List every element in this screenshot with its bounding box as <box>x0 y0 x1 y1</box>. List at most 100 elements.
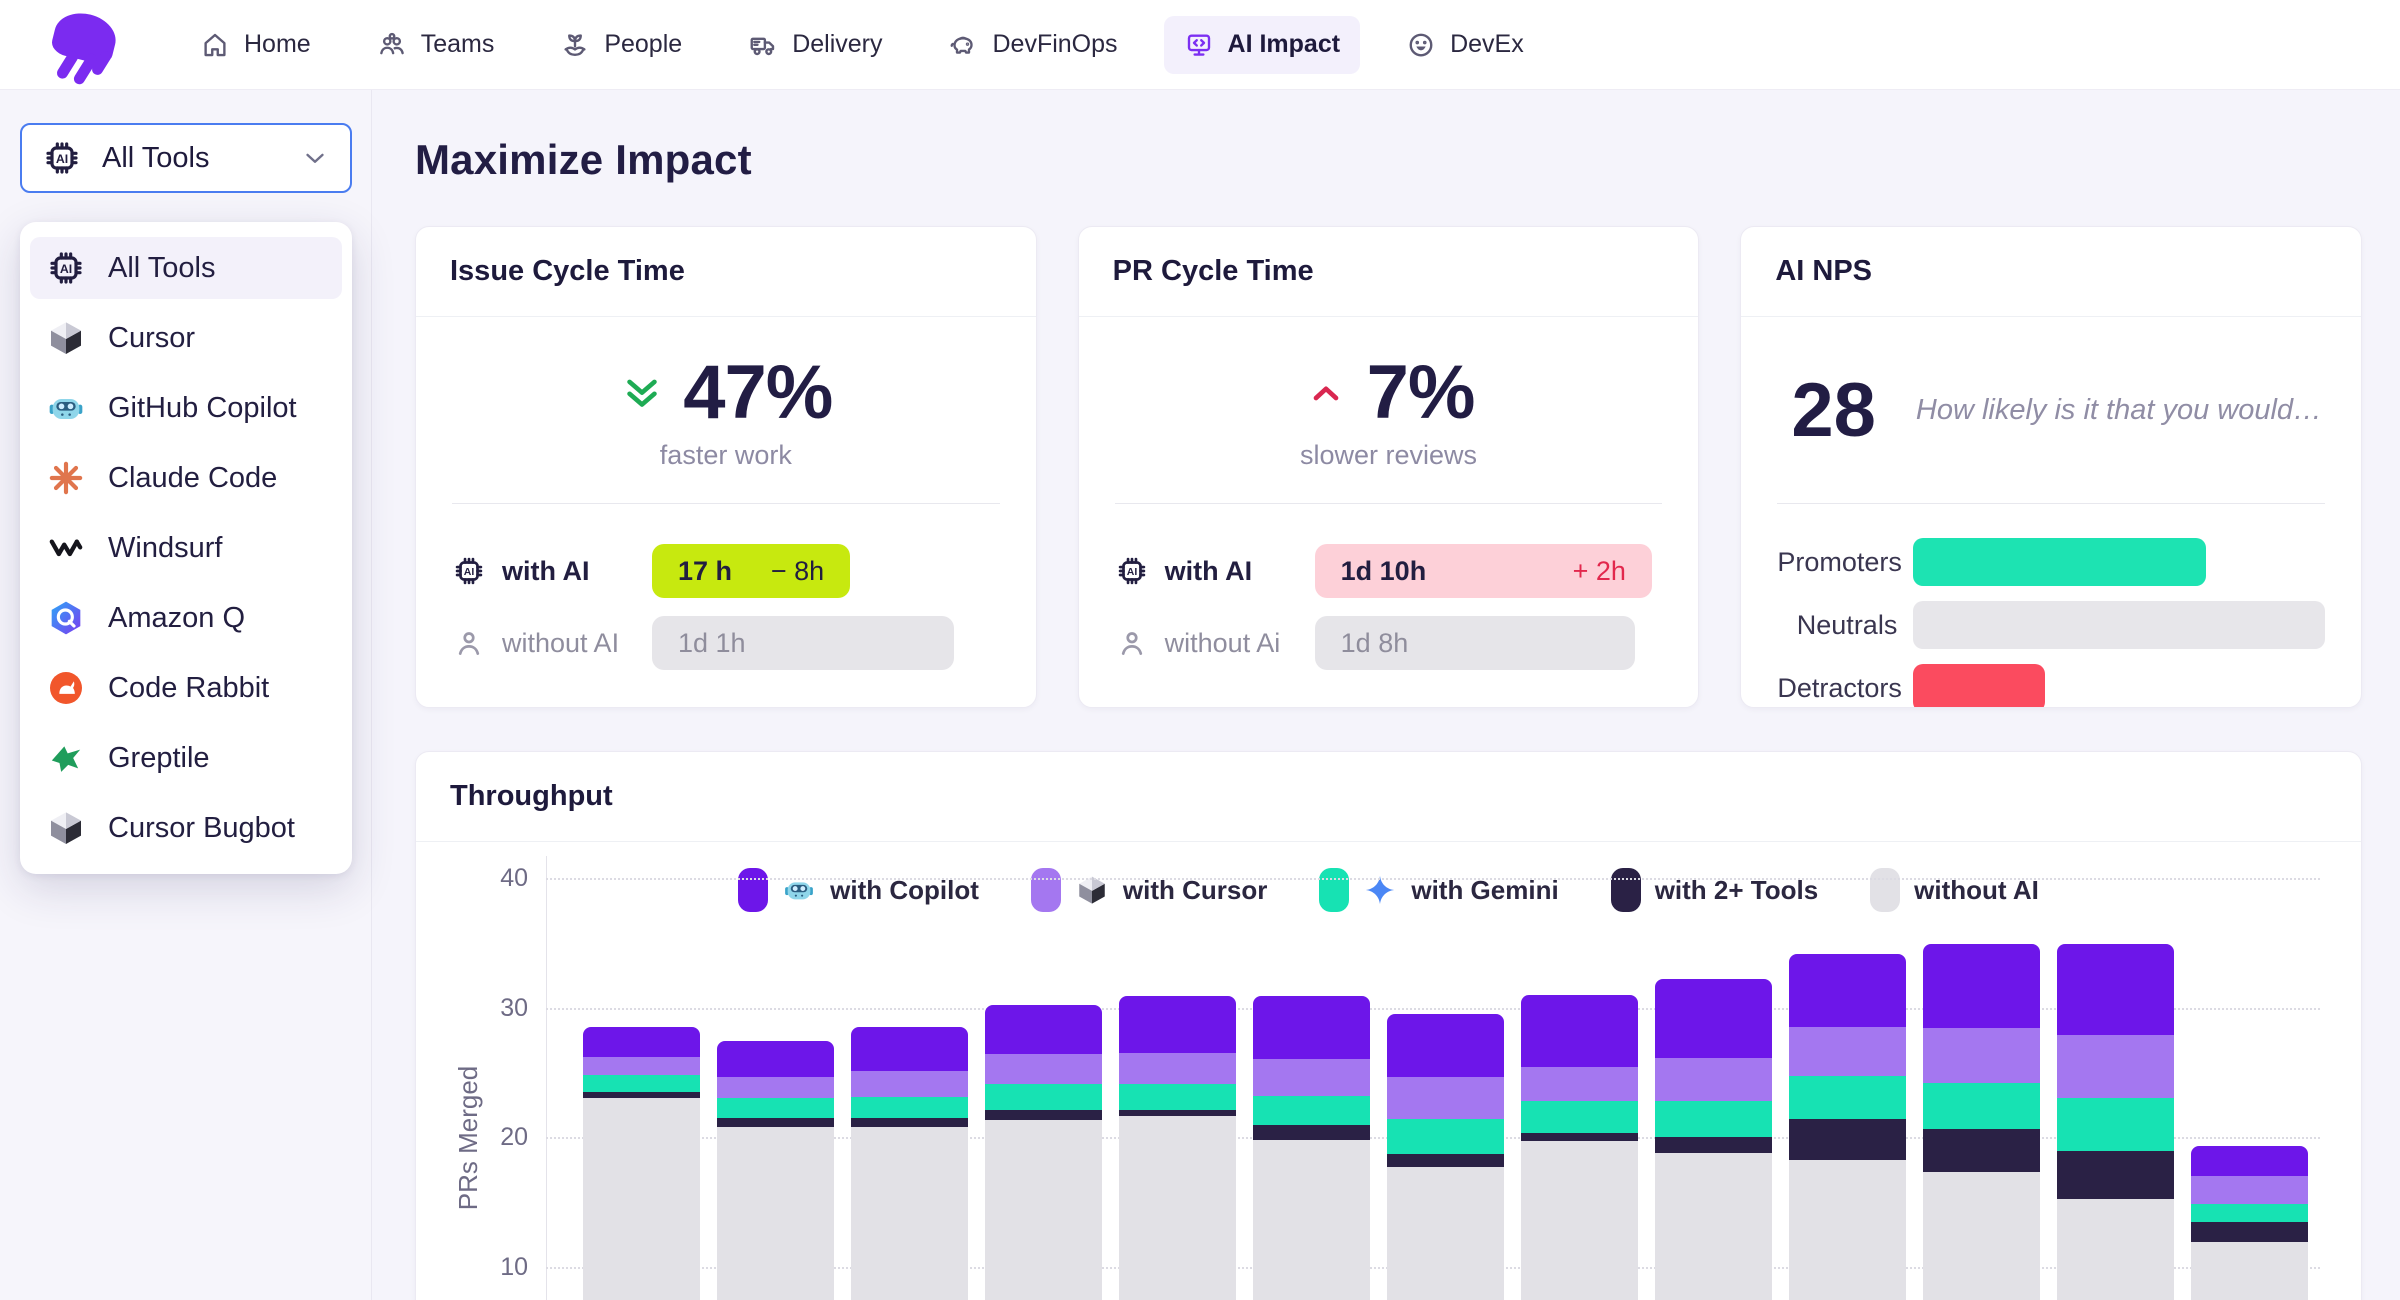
tool-option-code-rabbit[interactable]: Code Rabbit <box>30 657 342 719</box>
stacked-bar-3[interactable] <box>851 1026 968 1300</box>
tool-option-all-tools[interactable]: AI All Tools <box>30 237 342 299</box>
divider <box>1777 503 2325 504</box>
nav-item-people[interactable]: People <box>540 16 702 74</box>
tool-option-claude-code[interactable]: Claude Code <box>30 447 342 509</box>
tool-option-cursor-bugbot[interactable]: Cursor Bugbot <box>30 797 342 859</box>
tool-option-github-copilot[interactable]: GitHub Copilot <box>30 377 342 439</box>
gemini-icon <box>1363 873 1397 907</box>
stacked-bar-2[interactable] <box>717 1041 834 1300</box>
stacked-bar-10[interactable] <box>1789 954 1906 1300</box>
nav-item-devfinops[interactable]: DevFinOps <box>928 16 1137 74</box>
metric-row-without-ai: without AI 1d 1h <box>452 616 1000 670</box>
tool-option-amazon-q[interactable]: Amazon Q <box>30 587 342 649</box>
stacked-bar-5[interactable] <box>1119 995 1236 1300</box>
nav-item-devex[interactable]: DevEx <box>1386 16 1544 74</box>
metric-row-with-ai: AI with AI 1d 10h + 2h <box>1115 544 1663 598</box>
metric-label-group: without Ai <box>1115 626 1315 660</box>
bar-segment-with-cursor <box>985 1054 1102 1084</box>
copilot-icon <box>782 873 816 907</box>
nav-item-label: Teams <box>420 30 495 58</box>
metric-pill-positive: 17 h − 8h <box>652 544 851 598</box>
bar-segment-with-gemini <box>1119 1083 1236 1110</box>
gridline-40 <box>546 878 2320 880</box>
coderabbit-icon <box>46 668 86 708</box>
cursor-cube-icon <box>1075 873 1109 907</box>
bar-segment-with-gemini <box>1387 1118 1504 1154</box>
stacked-bar-13[interactable] <box>2191 1146 2308 1300</box>
ai-nps-stat-block: 28 How likely is it that you would… <box>1777 317 2325 503</box>
stacked-bar-1[interactable] <box>583 1026 700 1300</box>
metric-pill-neutral: 1d 1h <box>652 616 955 670</box>
bar-segment-with-cursor <box>1655 1057 1772 1101</box>
pr-cycle-stat-block: 7% slower reviews <box>1115 317 1663 503</box>
tool-selector[interactable]: AI All Tools <box>20 123 352 193</box>
copilot-icon <box>46 388 86 428</box>
bar-segment-with-gemini <box>851 1096 968 1118</box>
ai-impact-icon <box>1184 30 1214 60</box>
metric-value: 17 h <box>678 555 733 586</box>
bar-segment-with-2-tools <box>1387 1153 1504 1167</box>
home-icon <box>200 30 230 60</box>
bar-segment-without-ai <box>1387 1166 1504 1300</box>
bar-segment-with-cursor <box>851 1070 968 1097</box>
nps-rows: Promoters Neutrals Detractors <box>1777 504 2325 707</box>
trend-down-icon <box>619 367 665 419</box>
person-icon <box>1115 626 1149 660</box>
stacked-bar-4[interactable] <box>985 1004 1102 1300</box>
bar-segment-with-gemini <box>1253 1095 1370 1126</box>
nav-item-teams[interactable]: Teams <box>357 16 515 74</box>
nps-bar-neutrals <box>1913 601 2325 649</box>
bar-segment-with-cursor <box>1521 1067 1638 1101</box>
ai-chip-icon: AI <box>1115 554 1149 588</box>
bar-segment-with-2-tools <box>985 1109 1102 1121</box>
bar-segment-with-copilot <box>1521 994 1638 1068</box>
bar-segment-with-cursor <box>1387 1077 1504 1119</box>
stacked-bar-7[interactable] <box>1387 1013 1504 1300</box>
pr-cycle-time-title: PR Cycle Time <box>1078 227 1699 317</box>
metric-row-without-ai: without Ai 1d 8h <box>1115 616 1663 670</box>
bar-segment-without-ai <box>1119 1116 1236 1300</box>
tool-option-cursor[interactable]: Cursor <box>30 307 342 369</box>
bar-segment-without-ai <box>1789 1160 1906 1300</box>
bar-segment-with-gemini <box>2191 1204 2308 1223</box>
issue-cycle-time-card: Issue Cycle Time 47% faster work AI with … <box>415 226 1037 708</box>
bar-segment-with-copilot <box>2191 1146 2308 1176</box>
metric-delta: − 8h <box>770 555 825 586</box>
nps-row-label: Promoters <box>1777 546 1902 577</box>
issue-cycle-metric-rows: AI with AI 17 h − 8h without AI 1d 1h <box>452 504 1000 670</box>
metric-pill-neutral: 1d 8h <box>1314 616 1635 670</box>
cursor-cube-icon <box>46 808 86 848</box>
bar-segment-with-cursor <box>583 1056 700 1075</box>
metric-label: with AI <box>502 555 590 586</box>
stacked-bar-9[interactable] <box>1655 979 1772 1300</box>
jellyfish-logo[interactable] <box>36 6 136 86</box>
bar-segment-with-cursor <box>717 1077 834 1099</box>
stacked-bar-8[interactable] <box>1521 994 1638 1300</box>
divider <box>1114 503 1663 504</box>
bar-segment-with-2-tools <box>1521 1133 1638 1141</box>
tool-option-label: Cursor <box>108 321 196 354</box>
stacked-bar-12[interactable] <box>2057 944 2174 1300</box>
legend-swatch <box>1870 868 1901 912</box>
tool-option-windsurf[interactable]: Windsurf <box>30 517 342 579</box>
bar-segment-without-ai <box>851 1126 968 1300</box>
tool-option-greptile[interactable]: Greptile <box>30 727 342 789</box>
nav-item-home[interactable]: Home <box>180 16 331 74</box>
bar-segment-with-copilot <box>851 1026 968 1071</box>
bar-segment-with-cursor <box>1789 1026 1906 1077</box>
bar-segment-without-ai <box>1253 1139 1370 1300</box>
pr-cycle-caption: slower reviews <box>1299 440 1478 470</box>
stacked-bar-6[interactable] <box>1253 995 1370 1300</box>
stacked-bar-11[interactable] <box>1923 944 2040 1300</box>
gridline-30 <box>546 1007 2320 1010</box>
nav-item-label: DevFinOps <box>992 30 1118 58</box>
throughput-title: Throughput <box>416 752 2361 842</box>
bar-segment-with-2-tools <box>717 1117 834 1127</box>
bar-segment-with-copilot <box>1387 1013 1504 1078</box>
y-tick-10: 10 <box>500 1252 528 1281</box>
nav-item-delivery[interactable]: Delivery <box>728 16 902 74</box>
divider <box>452 503 1000 504</box>
bar-segment-with-cursor <box>1253 1059 1370 1096</box>
nav-item-ai-impact[interactable]: AI Impact <box>1163 15 1361 74</box>
issue-cycle-stat-block: 47% faster work <box>452 317 1000 503</box>
